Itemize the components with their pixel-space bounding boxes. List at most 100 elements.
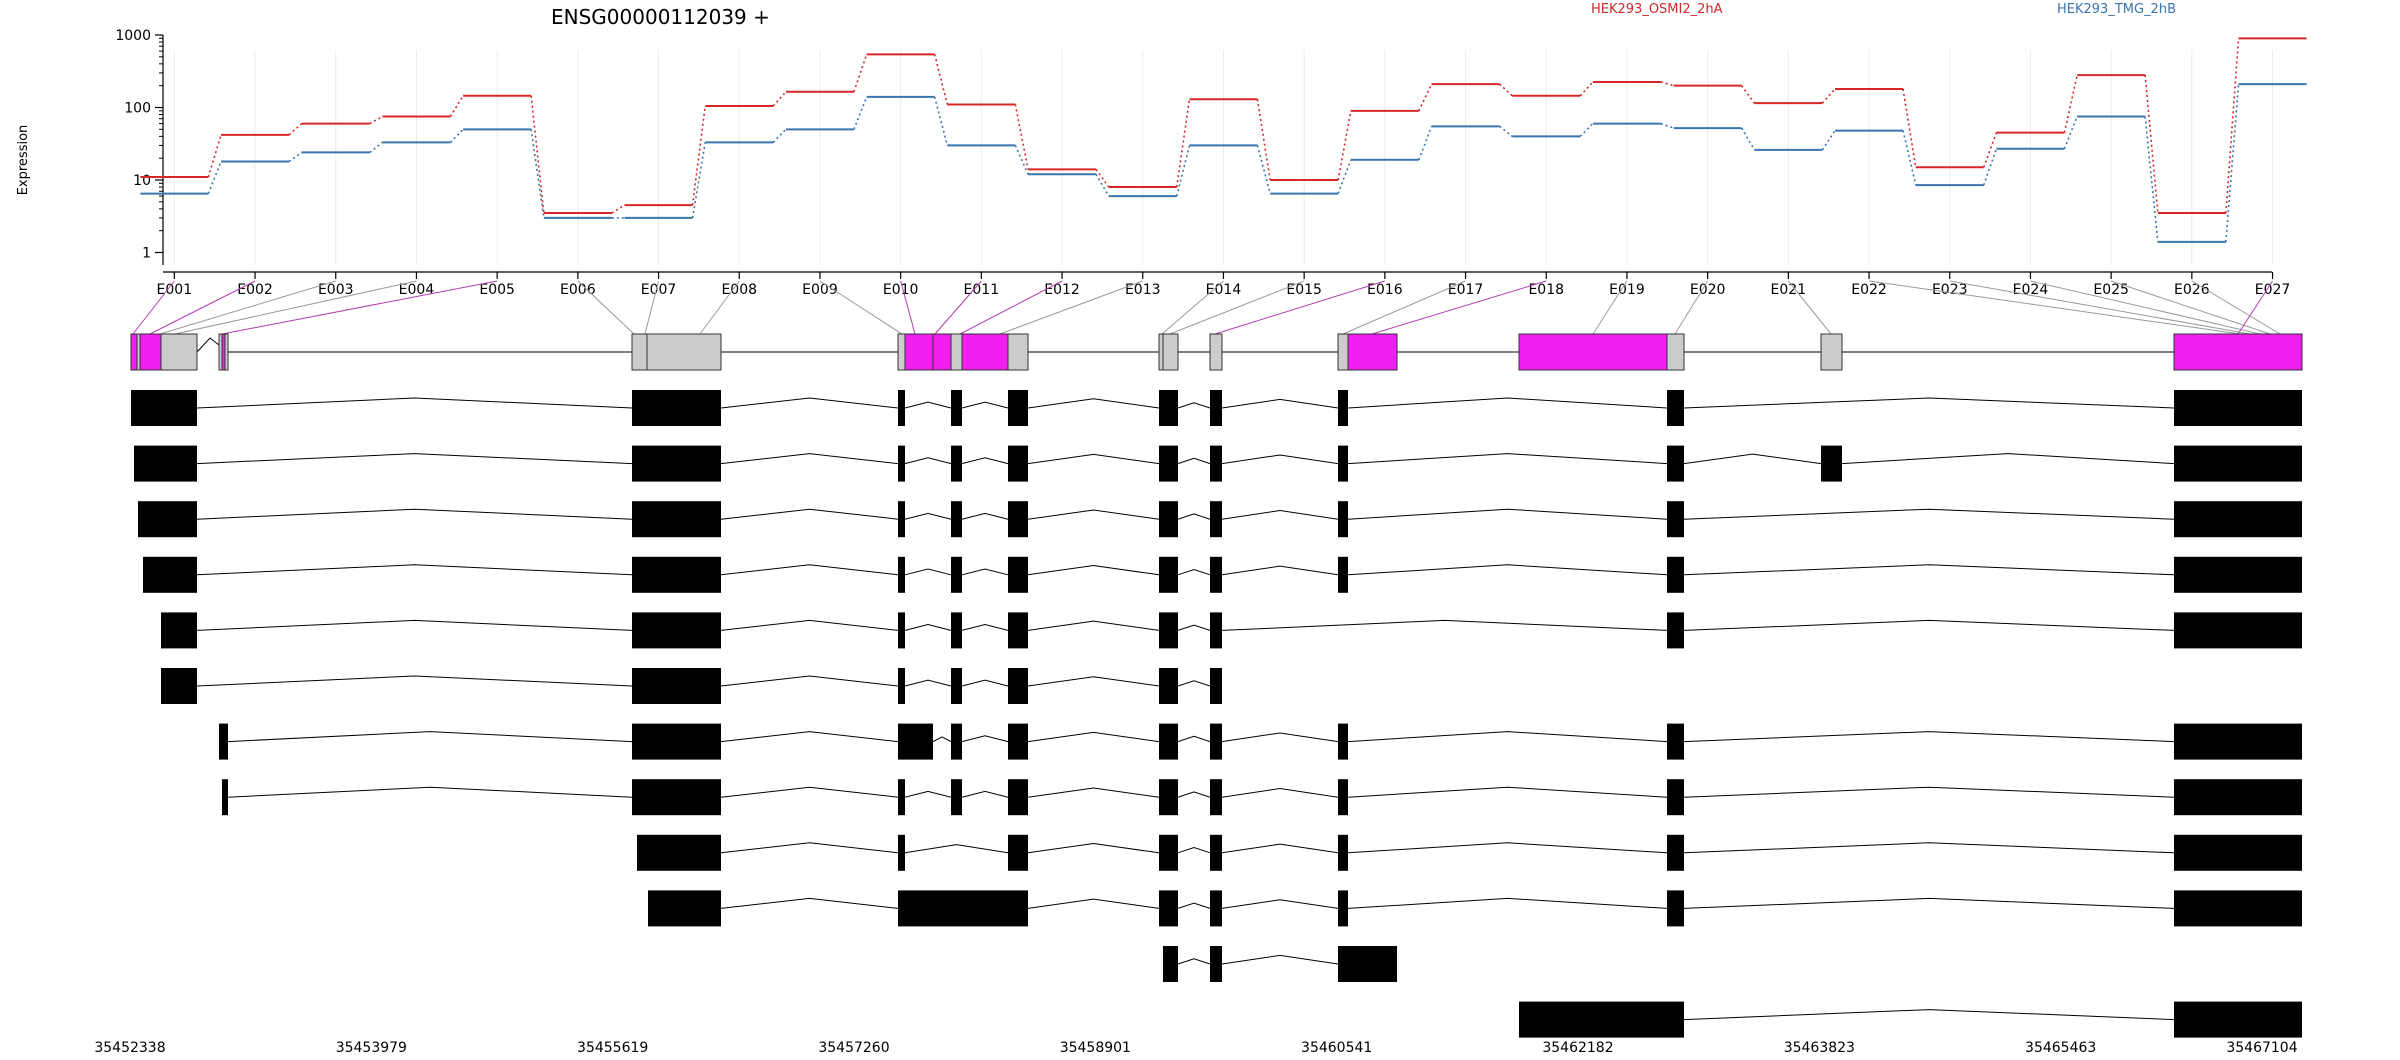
transcript-models [131,390,2302,1038]
significant-exon [1518,333,1668,371]
series-transition [207,134,222,178]
series-transition [1579,81,1594,97]
y-tick-label: 100 [124,101,151,117]
transcript-exon [1159,668,1178,704]
transcript-intron-line [131,397,2302,409]
transcript-intron-line [161,619,2302,631]
exon-connector [1342,280,1466,335]
transcript-exon [1667,501,1684,538]
transcript-exon [1210,779,1222,816]
transcript-exon [898,390,905,426]
series-transition [1579,123,1594,137]
series-transition [1175,99,1191,188]
series-transition [1256,145,1271,194]
genomic-tick-label: 35453979 [336,1040,407,1056]
exon-connector [132,280,175,335]
series-transition [288,122,303,136]
genomic-tick-label: 35458901 [1060,1040,1131,1056]
transcript-exon [951,445,962,482]
transcript-exon [951,668,962,704]
exon-connector [900,280,916,335]
transcript-exon [2174,890,2302,927]
transcript-exon [1008,834,1028,871]
x-tick-label: E009 [802,282,838,298]
series-transition [853,54,868,92]
x-tick-label: E012 [1044,282,1080,298]
chart-title: ENSG00000112039 + [551,5,770,29]
series-transition [1256,99,1271,181]
series-transition [449,95,464,117]
transcript-exon [1159,556,1178,593]
exon-connector [999,280,1143,335]
x-tick-label: E013 [1125,282,1161,298]
x-tick-label: E026 [2174,282,2210,298]
transcript-row [138,501,2302,538]
transcript-exon [898,612,905,649]
transcript-exon [951,779,962,816]
series-transition [2144,116,2159,242]
transcript-exon [1338,834,1348,871]
transcript-intron-line [222,786,2302,798]
series-transition [1982,132,1998,168]
transcript-exon [222,779,228,816]
significant-exon [130,333,138,371]
transcript-exon [1159,390,1178,426]
series-transition [2144,75,2159,214]
series-transition [772,91,787,107]
series-transition [1821,130,1836,151]
exon-connector [159,280,336,335]
transcript-exon [1338,946,1397,982]
transcript-exon [1667,612,1684,649]
transcript-exon [632,668,721,704]
x-tick-label: E018 [1528,282,1564,298]
x-tick-label: E023 [1932,282,1968,298]
y-tick-label: 1000 [115,28,151,44]
transcript-exon [637,834,721,871]
series-transition [1095,173,1110,197]
transcript-exon [2174,390,2302,426]
transcript-exon [898,668,905,704]
transcript-exon [1008,612,1028,649]
transcript-exon [1667,723,1684,760]
series-transition [1418,126,1433,161]
series-transition [1418,83,1433,112]
transcript-exon [648,890,721,927]
transcript-exon [1210,834,1222,871]
x-tick-label: E005 [479,282,515,298]
significant-exon [904,333,934,371]
series-transition [2063,74,2078,133]
transcript-row [219,723,2302,760]
significant-exon [932,333,952,371]
transcript-intron-line [219,731,2302,743]
transcript-row [1519,1001,2302,1038]
transcript-exon [898,834,905,871]
transcript-row [648,890,2302,927]
series-tmg [140,83,2307,243]
exon [1337,333,1349,371]
x-tick-label: E007 [641,282,677,298]
series-transition [207,161,222,194]
x-tick-label: E003 [318,282,354,298]
transcript-exon [1210,890,1222,927]
series-transition [1660,81,1674,87]
transcript-exon [2174,501,2302,538]
y-tick-label: 10 [133,173,151,189]
exon [1162,333,1179,371]
transcript-exon [2174,556,2302,593]
transcript-exon [2174,612,2302,649]
exon [631,333,648,371]
significant-exon [2173,333,2303,371]
exon-connector [644,280,660,335]
exon-connector [577,280,635,335]
transcript-exon [1159,723,1178,760]
exon [1158,333,1164,371]
x-tick-label: E010 [883,282,919,298]
exon-connector [1674,280,1709,335]
transcript-exon [1519,1001,1684,1038]
transcript-exon [898,445,905,482]
transcript-exon [1163,946,1178,982]
genomic-tick-label: 35460541 [1301,1040,1372,1056]
series-transition [1095,168,1110,188]
transcript-row [134,445,2302,482]
significant-exon [961,333,1009,371]
